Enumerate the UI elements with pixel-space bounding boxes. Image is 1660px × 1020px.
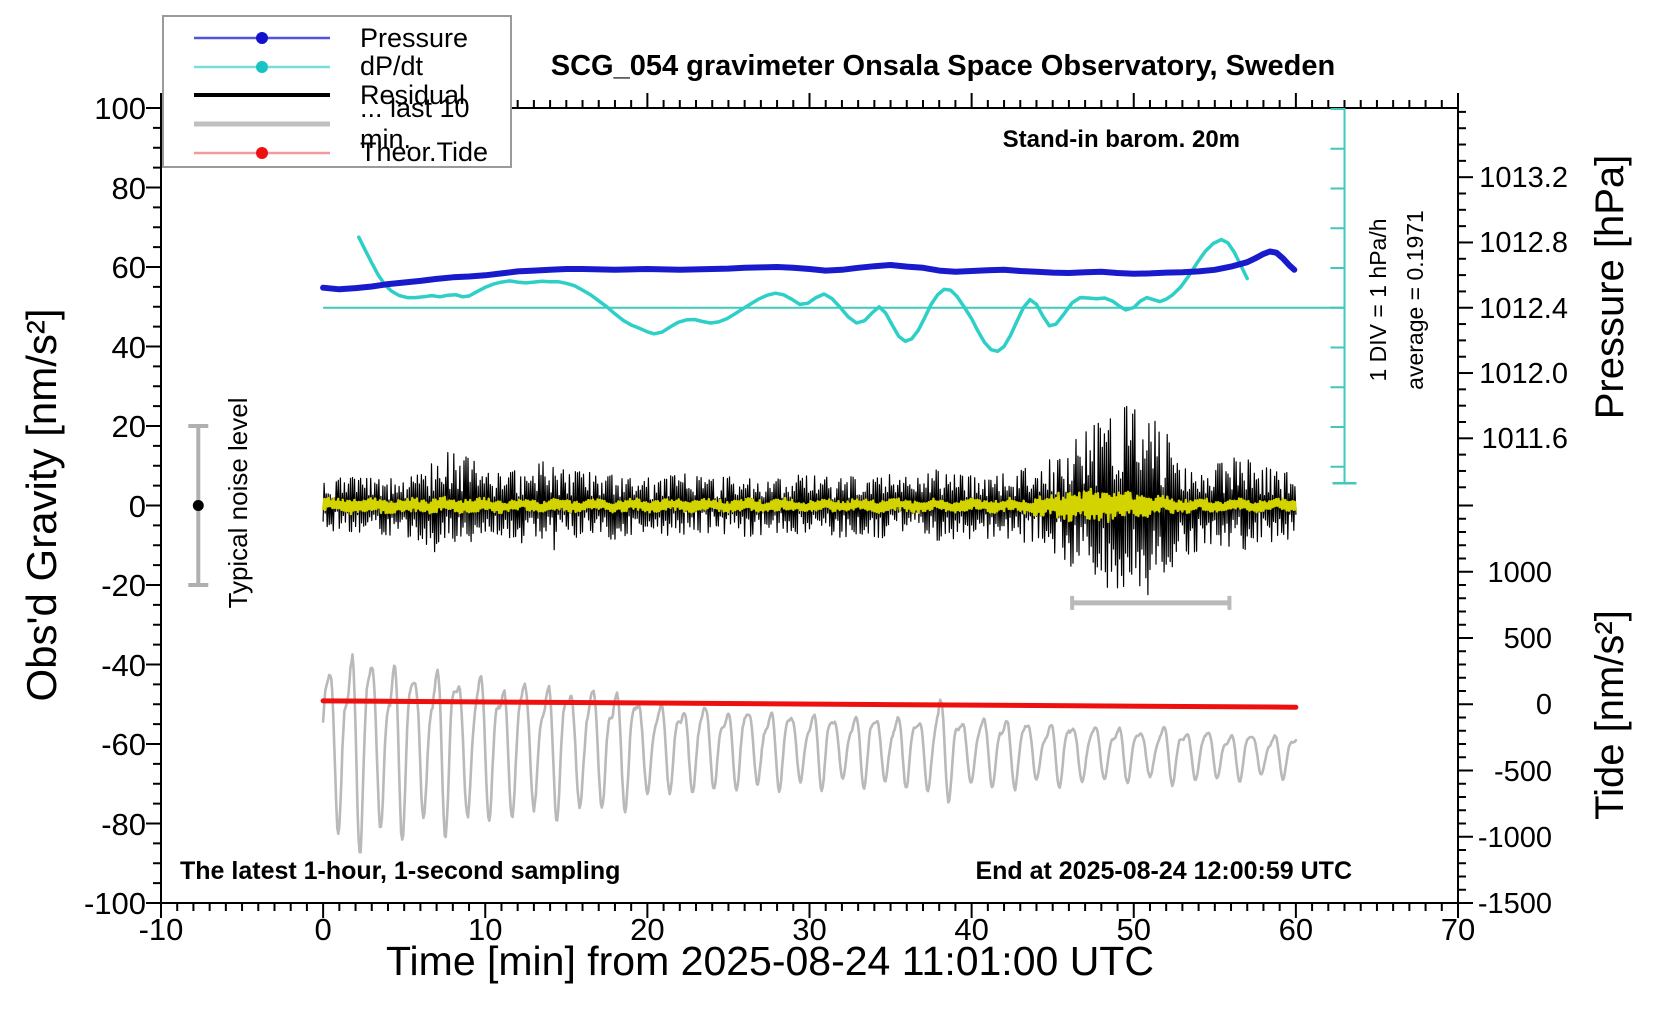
noise-level-label: Typical noise level	[223, 397, 253, 609]
last10min-curve	[321, 653, 1298, 854]
x-tick-label: -10	[138, 912, 184, 947]
legend-item-label: Theor.Tide	[360, 137, 489, 168]
x-tick-label: 40	[954, 912, 989, 947]
dpdt-curve	[357, 235, 1249, 354]
legend-line-sample-icon	[194, 121, 330, 127]
legend-item-label: Residual	[360, 79, 466, 110]
legend-item-residual: Residual	[164, 79, 510, 110]
y-left-tick-label: 80	[111, 170, 146, 206]
x-tick-label: 30	[792, 912, 827, 947]
pressure-tick-label: 1012.8	[1479, 227, 1568, 260]
y-left-tick-label: 40	[111, 329, 146, 365]
y-left-tick-label: 60	[111, 250, 146, 285]
legend-item-label: dP/dt	[360, 51, 424, 82]
end-time-note: End at 2025-08-24 12:00:59 UTC	[975, 857, 1352, 885]
tide-tick-label: -1000	[1477, 821, 1552, 854]
y-left-tick-label: -20	[101, 568, 146, 603]
barometer-note: Stand-in barom. 20m	[1002, 126, 1240, 153]
legend-item-dp-dt: dP/dt	[164, 51, 510, 82]
pressure-axis-title: Pressure [hPa]	[1588, 154, 1632, 420]
x-axis-title: Time [min] from 2025-08-24 11:01:00 UTC	[386, 938, 1154, 984]
tide-tick-label: -1500	[1477, 888, 1552, 920]
tide-tick-label: 0	[1535, 689, 1552, 722]
noise-bar-dot	[192, 500, 204, 511]
y-left-tick-label: -80	[101, 806, 146, 842]
residual-smooth-curve	[321, 487, 1298, 524]
x-tick-label: 50	[1116, 912, 1151, 947]
y-left-tick-label: -60	[101, 727, 146, 762]
tide-tick-label: 1000	[1487, 556, 1552, 589]
legend-item-label: ... last 10 min.	[360, 93, 470, 155]
y-left-tick-label: 20	[111, 409, 146, 444]
legend-line-sample-icon	[194, 146, 330, 159]
x-tick-label: 70	[1440, 912, 1476, 947]
theor-tide-curve	[320, 698, 1299, 710]
legend-line-sample-icon	[194, 60, 330, 73]
legend-box: Pressure dP/dt Residual... last 10 min. The…	[162, 15, 512, 168]
y-left-tick-label: -40	[101, 647, 146, 683]
residual-curve	[322, 405, 1297, 596]
tide-axis-title: Tide [nm/s²]	[1588, 610, 1632, 820]
y-left-tick-label: -100	[83, 886, 146, 921]
average-label: average = 0.1971	[1402, 210, 1428, 390]
legend-item-theor-tide: Theor.Tide	[164, 137, 510, 168]
tide-tick-label: 500	[1503, 623, 1552, 655]
tide-tick-label: -500	[1493, 755, 1552, 788]
div-scale-label: 1 DIV = 1 hPa/h	[1365, 218, 1391, 382]
pressure-tick-label: 1012.4	[1479, 292, 1568, 325]
sampling-note: The latest 1-hour, 1-second sampling	[180, 857, 621, 885]
legend-item--last-10-min-: ... last 10 min.	[164, 93, 510, 154]
legend-item-label: Pressure	[360, 22, 469, 53]
legend-line-sample-icon	[194, 93, 330, 98]
pressure-tick-label: 1013.2	[1479, 162, 1568, 195]
x-tick-label: 20	[630, 912, 665, 947]
y-left-tick-label: 100	[94, 91, 146, 126]
x-tick-label: 60	[1278, 912, 1314, 947]
legend-item-pressure: Pressure	[164, 22, 510, 53]
page-title: SCG_054 gravimeter Onsala Space Observat…	[550, 50, 1336, 82]
legend-line-sample-icon	[194, 32, 330, 45]
x-tick-label: 0	[314, 912, 332, 947]
pressure-tick-label: 1012.0	[1479, 358, 1568, 391]
pressure-curve	[320, 248, 1298, 293]
pressure-tick-label: 1011.6	[1481, 423, 1568, 456]
x-tick-label: 10	[468, 912, 503, 947]
y-left-tick-label: 0	[128, 488, 146, 524]
